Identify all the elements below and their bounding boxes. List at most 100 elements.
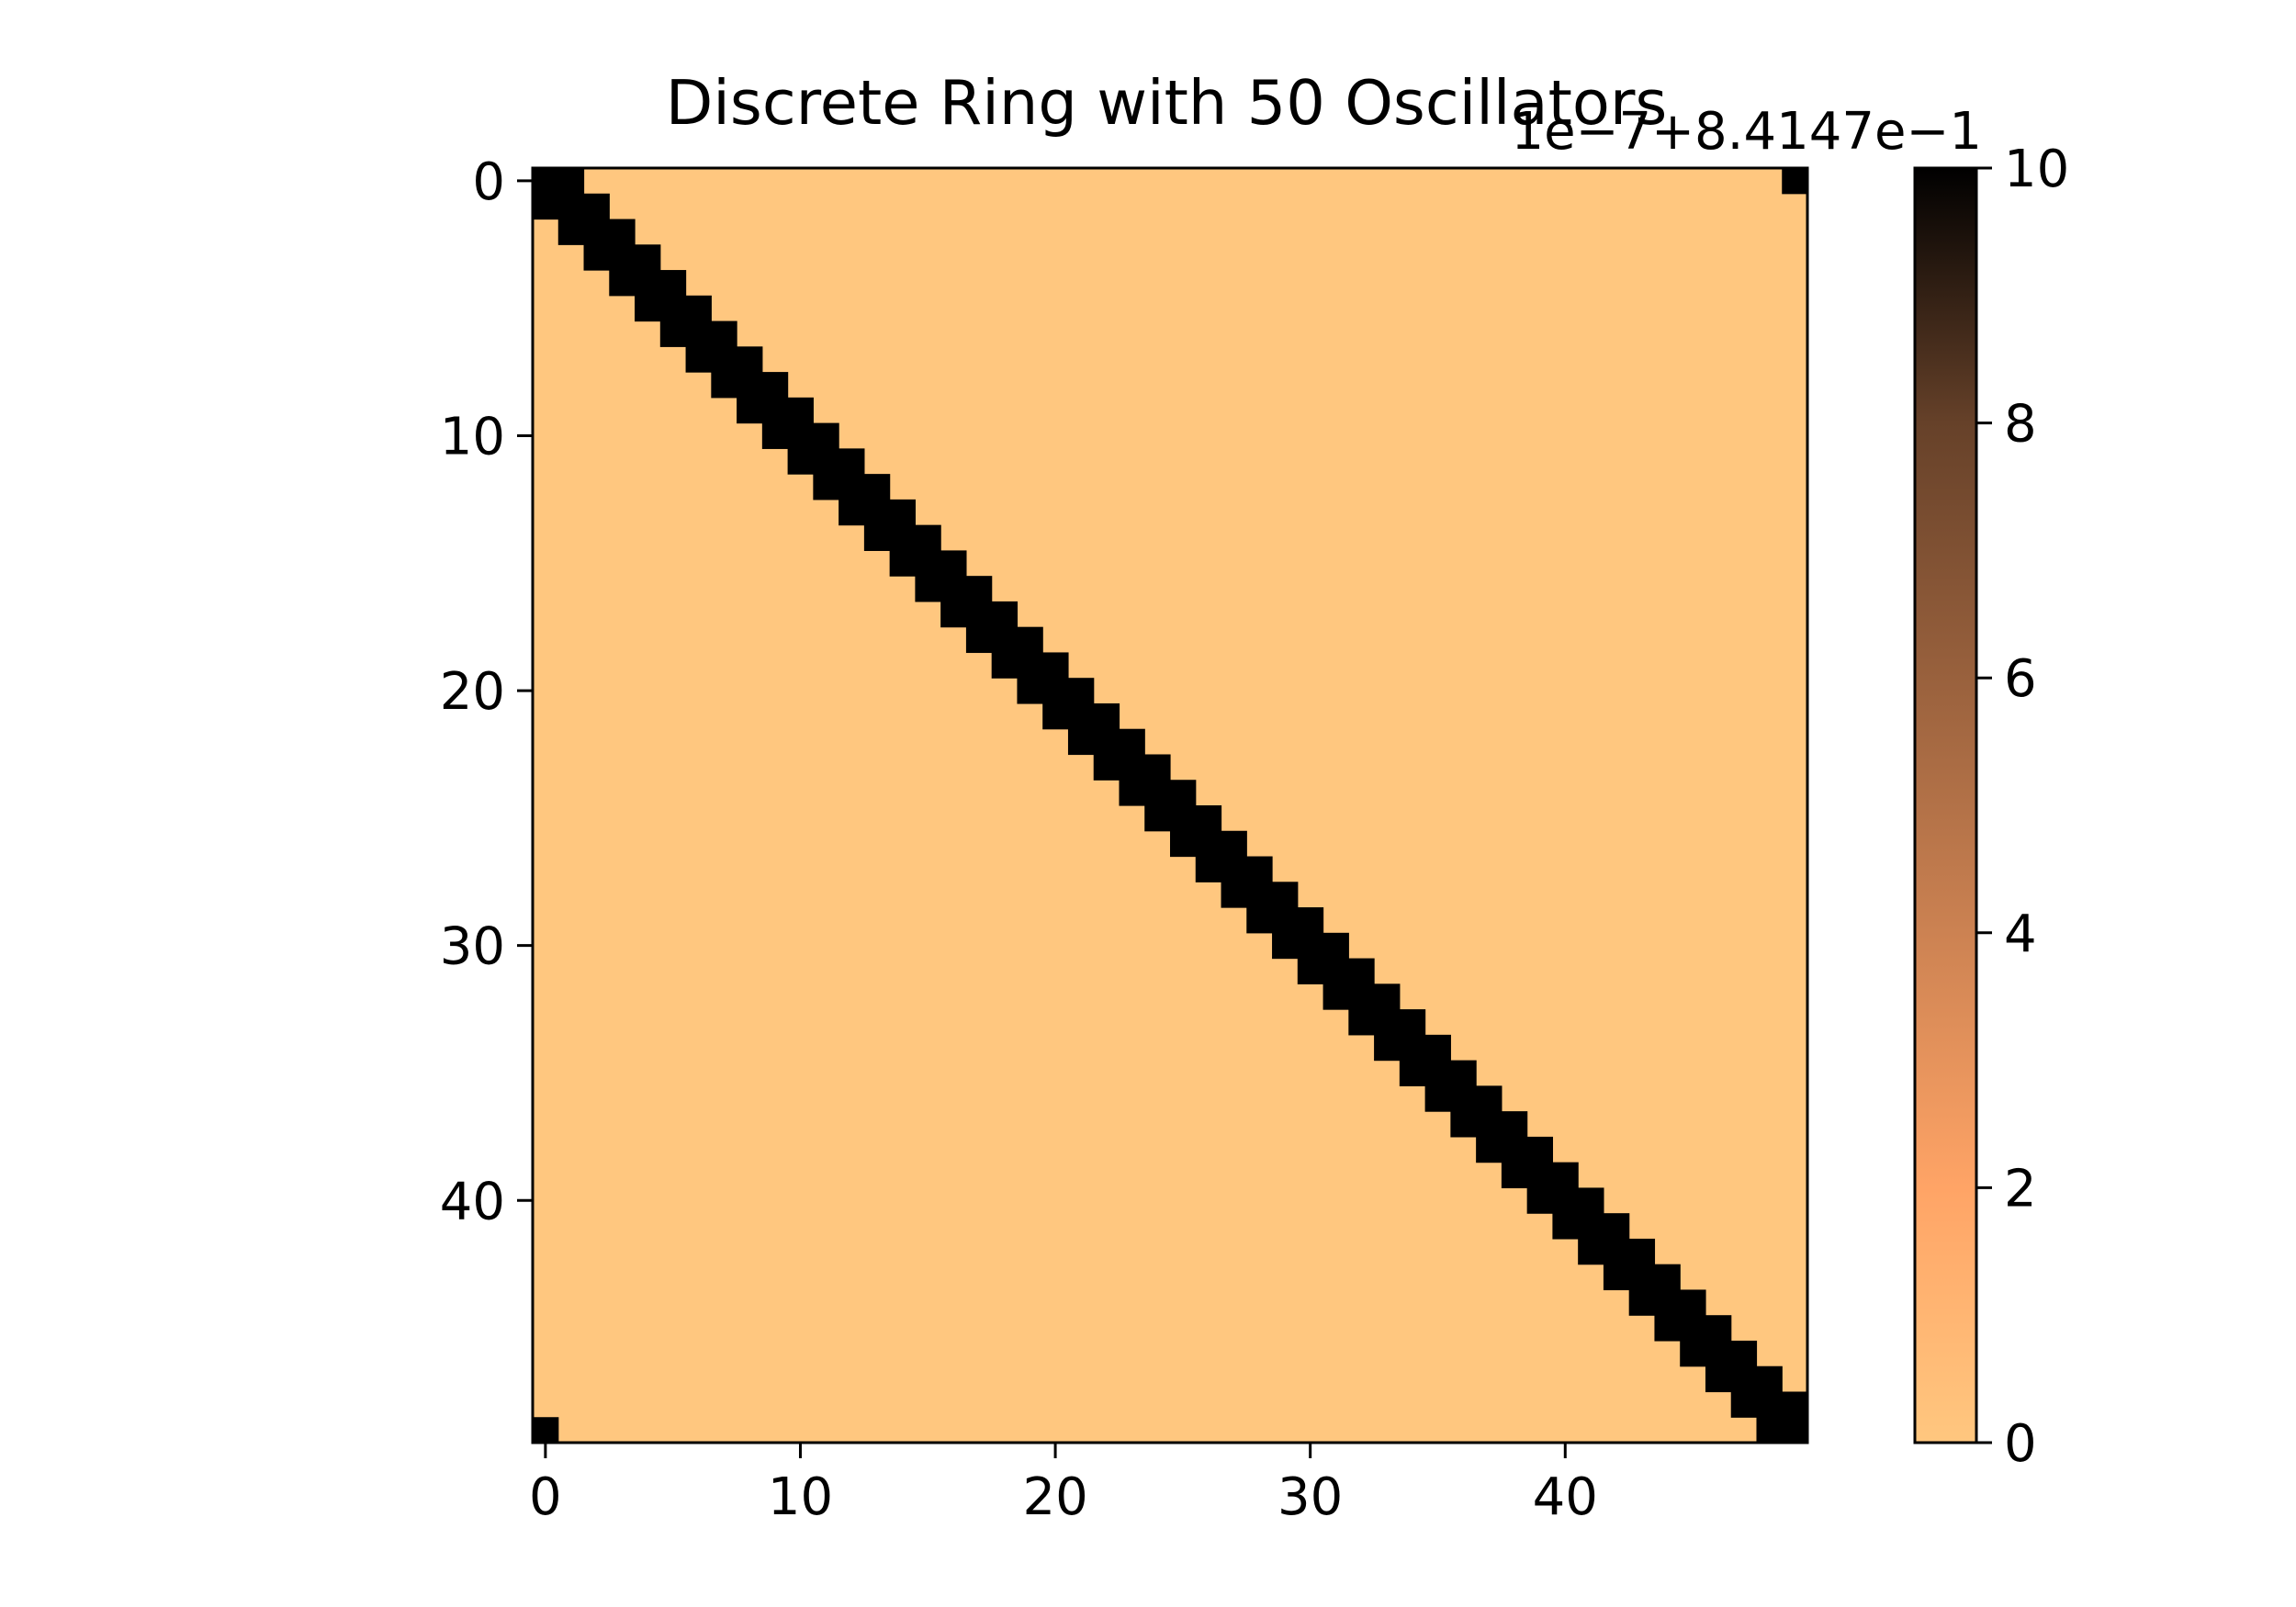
- heatmap-cell: [965, 601, 993, 628]
- heatmap-cell: [1322, 958, 1349, 984]
- heatmap-cell: [787, 422, 814, 449]
- heatmap-cell: [761, 372, 789, 399]
- heatmap-cell: [1476, 1111, 1503, 1138]
- heatmap-cell: [1782, 1417, 1808, 1444]
- heatmap-cell: [583, 193, 610, 220]
- heatmap-cell: [711, 320, 737, 347]
- heatmap-cell: [1680, 1315, 1706, 1342]
- heatmap-cell: [1017, 626, 1043, 654]
- heatmap-cell: [1119, 728, 1145, 756]
- heatmap-cell: [659, 270, 687, 297]
- y-tick-label: 20: [440, 662, 505, 722]
- heatmap-cell: [1067, 728, 1095, 756]
- heatmap-cell: [915, 524, 941, 551]
- heatmap-cell: [1730, 1391, 1758, 1418]
- colorbar: [1913, 166, 1978, 1444]
- heatmap-cell: [1501, 1136, 1528, 1163]
- heatmap-cell: [737, 346, 763, 373]
- heatmap-cell: [1322, 932, 1349, 960]
- heatmap-cell: [1297, 958, 1324, 984]
- heatmap-cell: [1348, 1009, 1375, 1036]
- y-tick-label: 0: [472, 152, 505, 212]
- heatmap-cell: [1501, 1111, 1528, 1138]
- heatmap-cell: [761, 397, 789, 424]
- heatmap-cell: [991, 652, 1019, 679]
- heatmap-cell: [1450, 1111, 1477, 1138]
- heatmap-cell: [557, 168, 585, 195]
- heatmap-cell: [838, 474, 865, 500]
- heatmap-cell: [1782, 168, 1808, 195]
- heatmap-cell: [940, 601, 967, 628]
- colorbar-tick-label: 2: [2004, 1159, 2037, 1219]
- heatmap-cell: [1705, 1315, 1732, 1342]
- heatmap-cell: [1374, 1009, 1401, 1036]
- heatmap-cell: [1017, 678, 1043, 704]
- heatmap-cell: [557, 219, 585, 245]
- heatmap-cell: [1246, 907, 1273, 934]
- heatmap-cell: [787, 397, 814, 424]
- heatmap-cell: [1246, 856, 1273, 882]
- heatmap-cell: [1195, 830, 1222, 858]
- heatmap-cell: [609, 270, 636, 297]
- heatmap-cell: [889, 524, 916, 551]
- heatmap-cell: [685, 295, 712, 322]
- heatmap-cell: [1654, 1289, 1681, 1316]
- heatmap-cell: [1170, 780, 1197, 806]
- heatmap-cell: [1782, 1391, 1808, 1418]
- colorbar-tick-label: 4: [2004, 905, 2037, 964]
- heatmap-cell: [1017, 652, 1043, 679]
- heatmap-cell: [1424, 1034, 1451, 1062]
- x-axis: 0 10 20 30 40: [529, 1443, 1598, 1527]
- heatmap-cell: [533, 168, 559, 195]
- colorbar-tick-label: 10: [2004, 140, 2069, 199]
- heatmap-cell: [1680, 1340, 1706, 1367]
- heatmap-cell: [583, 244, 610, 271]
- heatmap-cell: [609, 244, 636, 271]
- heatmap-cell: [965, 576, 993, 602]
- heatmap-cell: [889, 499, 916, 526]
- heatmap-cell: [889, 550, 916, 577]
- heatmap-cell: [1221, 882, 1247, 908]
- heatmap-cell: [1297, 907, 1324, 934]
- heatmap-cell: [1756, 1417, 1783, 1444]
- heatmap-cell: [1170, 805, 1197, 832]
- heatmap-cell: [1348, 958, 1375, 984]
- heatmap-cell: [1476, 1085, 1503, 1112]
- heatmap-cell: [1526, 1162, 1553, 1188]
- heatmap-cell: [1705, 1340, 1732, 1367]
- heatmap-cell: [761, 422, 789, 449]
- heatmap-cell: [1221, 856, 1247, 882]
- heatmap-cell: [685, 346, 712, 373]
- y-tick-label: 10: [440, 407, 505, 466]
- heatmap-cell: [1526, 1136, 1553, 1163]
- heatmap-cell: [1374, 1034, 1401, 1062]
- heatmap-cell: [1042, 678, 1069, 704]
- heatmap-cell: [1144, 805, 1171, 832]
- heatmap-cell: [609, 219, 636, 245]
- heatmap-cell: [1552, 1187, 1579, 1214]
- heatmap-cell: [711, 346, 737, 373]
- colorbar-axis: 0 2 4 6 8 10: [1976, 140, 2069, 1474]
- y-tick-label: 40: [440, 1172, 505, 1231]
- heatmap-cell: [1195, 805, 1222, 832]
- heatmap-cell: [635, 244, 661, 271]
- heatmap-cell: [1067, 678, 1095, 704]
- heatmap-cell: [1424, 1085, 1451, 1112]
- heatmap-cell: [1170, 830, 1197, 858]
- x-tick-label: 40: [1533, 1467, 1598, 1527]
- heatmap-cell: [1399, 1060, 1426, 1086]
- heatmap-cell: [711, 372, 737, 399]
- heatmap-cell: [737, 397, 763, 424]
- heatmap-cell: [1578, 1238, 1604, 1265]
- heatmap-cell: [685, 320, 712, 347]
- heatmap-cell: [838, 448, 865, 475]
- heatmap-frame: [531, 166, 1809, 1444]
- heatmap-cell: [1042, 652, 1069, 679]
- heatmap-cells: [533, 168, 1808, 1444]
- heatmap-cell: [991, 626, 1019, 654]
- heatmap-cell: [1730, 1340, 1758, 1367]
- heatmap-cell: [737, 372, 763, 399]
- heatmap-cell: [1272, 907, 1299, 934]
- heatmap-cell: [1093, 702, 1120, 730]
